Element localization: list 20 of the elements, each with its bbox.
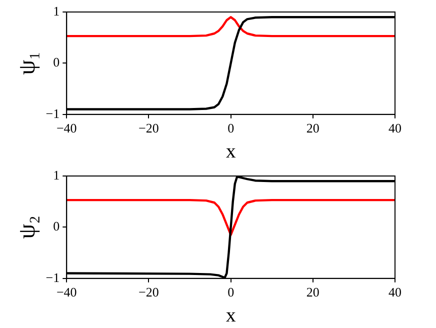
x-tick-label: −40 bbox=[56, 284, 77, 300]
x-axis-title: x bbox=[226, 304, 236, 326]
x-tick-label: 20 bbox=[306, 284, 320, 300]
y-axis-title: ψ₁ bbox=[14, 52, 41, 75]
y-tick-label: 1 bbox=[53, 3, 60, 18]
y-tick-label: 0 bbox=[53, 54, 60, 70]
x-tick-label: 0 bbox=[228, 120, 234, 136]
x-tick-label: 40 bbox=[388, 120, 402, 136]
y-tick-label: −1 bbox=[46, 106, 60, 121]
x-tick-label: 0 bbox=[228, 284, 234, 300]
x-tick-label: 40 bbox=[388, 284, 402, 300]
x-tick-label: 20 bbox=[306, 120, 320, 136]
y-tick-label: 0 bbox=[53, 218, 60, 234]
y-tick-label: 1 bbox=[53, 167, 60, 182]
x-tick-label: −20 bbox=[138, 284, 159, 300]
x-tick-label: −40 bbox=[56, 120, 77, 136]
x-axis-title: x bbox=[226, 140, 236, 162]
y-axis-title: ψ₂ bbox=[14, 216, 41, 239]
y-tick-label: −1 bbox=[46, 270, 60, 285]
x-tick-label: −20 bbox=[138, 120, 159, 136]
